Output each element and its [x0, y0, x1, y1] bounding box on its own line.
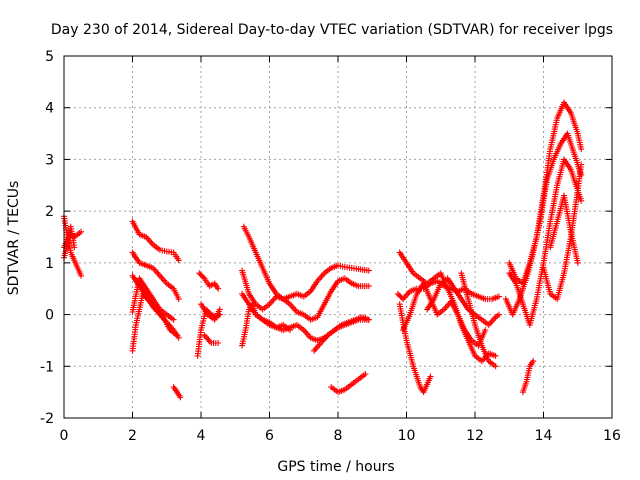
data-point-markers: [239, 267, 372, 323]
series-arc-31: [547, 192, 581, 266]
series-arc-09: [170, 384, 184, 401]
series-arc-03: [61, 223, 78, 261]
series-arc-17: [239, 301, 293, 349]
data-point-markers: [61, 223, 78, 261]
series-arc-22: [396, 301, 434, 396]
series-arc-04: [129, 218, 182, 264]
x-axis-label: GPS time / hours: [277, 459, 394, 475]
data-point-markers: [396, 301, 434, 396]
data-point-markers: [540, 161, 585, 303]
series-arc-12: [198, 301, 223, 323]
data-point-markers: [129, 249, 182, 303]
y-tick-label: 3: [45, 152, 54, 168]
data-point-markers: [520, 358, 537, 396]
series-arc-23: [400, 280, 489, 349]
data-point-markers: [196, 270, 222, 292]
series-arc-10: [196, 270, 222, 292]
series-arc-30: [540, 161, 585, 303]
y-tick-label: 0: [45, 308, 54, 324]
series-arc-25: [458, 270, 499, 370]
x-tick-label: 10: [398, 428, 416, 444]
data-point-markers: [129, 275, 177, 323]
data-point-markers: [239, 301, 293, 349]
y-tick-label: 4: [45, 101, 54, 117]
series-arc-13: [201, 332, 222, 346]
data-markers: [61, 99, 585, 401]
y-tick-label: 1: [45, 256, 54, 272]
data-point-markers: [311, 314, 372, 354]
series-arc-27: [502, 130, 585, 318]
y-tick-label: -2: [40, 411, 54, 427]
series-arc-29: [520, 358, 537, 396]
x-tick-label: 8: [334, 428, 343, 444]
x-tick-label: 6: [265, 428, 274, 444]
series-arc-14: [240, 223, 372, 303]
data-point-markers: [129, 290, 180, 354]
data-point-markers: [400, 280, 489, 349]
series-arc-08: [129, 275, 177, 323]
series-arc-07: [129, 290, 180, 354]
data-point-markers: [198, 301, 223, 323]
data-point-markers: [506, 156, 585, 328]
data-point-markers: [328, 371, 369, 396]
y-tick-label: 2: [45, 204, 54, 220]
x-tick-label: 4: [197, 428, 206, 444]
y-tick-label: 5: [45, 49, 54, 65]
data-point-markers: [547, 192, 581, 266]
x-tick-label: 0: [60, 428, 69, 444]
data-point-markers: [240, 223, 372, 303]
x-tick-label: 16: [603, 428, 621, 444]
x-tick-label: 12: [466, 428, 484, 444]
axis-ticks: [63, 55, 613, 419]
series-arc-19: [328, 371, 369, 396]
y-axis-label: SDTVAR / TECUs: [6, 181, 22, 296]
data-point-markers: [458, 270, 499, 370]
series-arc-28: [506, 156, 585, 328]
series-arc-15: [239, 267, 372, 323]
chart-title: Day 230 of 2014, Sidereal Day-to-day VTE…: [51, 22, 613, 38]
grid-lines: [64, 56, 612, 418]
x-tick-label: 2: [128, 428, 137, 444]
data-point-markers: [201, 332, 222, 346]
y-tick-label: -1: [40, 359, 54, 375]
data-point-markers: [170, 384, 184, 401]
series-arc-05: [129, 249, 182, 303]
data-point-markers: [129, 218, 182, 264]
x-axis-tick-labels: 0 2 4 6 8 10 12 14 16: [60, 428, 621, 444]
x-tick-label: 14: [535, 428, 553, 444]
data-point-markers: [502, 130, 585, 318]
series-arc-18: [311, 314, 372, 354]
y-axis-tick-labels: -2 -1 0 1 2 3 4 5: [40, 49, 54, 427]
